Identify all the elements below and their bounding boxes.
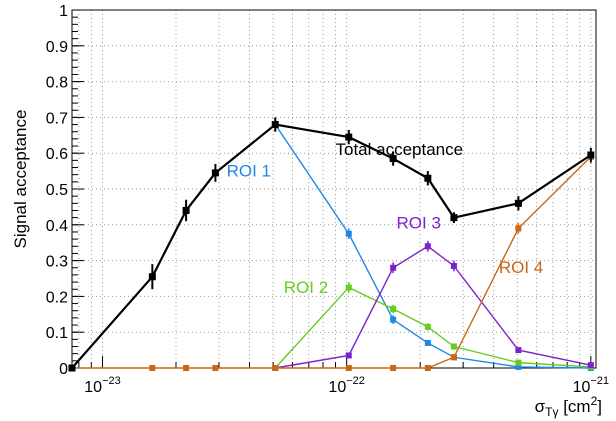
y-tick-label: 0.7 [46,110,68,127]
y-axis-label: Signal acceptance [11,110,30,249]
data-point [450,262,457,269]
data-point [424,365,431,371]
series-label: ROI 3 [397,213,441,232]
y-tick-label: 0.3 [46,254,68,271]
data-point [390,365,397,371]
data-point [271,121,279,129]
data-point [424,174,432,182]
x-axis-label-sup: 2 [591,394,598,408]
data-point [182,206,190,214]
y-tick-label: 0.9 [46,39,68,56]
data-point [345,365,352,371]
data-point [390,264,397,271]
data-point [212,365,219,371]
data-point [515,363,522,370]
x-tick-label: 10−23 [84,375,120,396]
data-point [345,230,352,237]
data-point [148,273,156,281]
x-tick-label: 10−22 [328,375,364,396]
series-labels: ROI 1 ROI 2 ROI 3 ROI 4 Total acceptance [227,140,544,297]
y-tick-label: 0.5 [46,182,68,199]
axis-ticks: 0 0.1 0.2 0.3 0.4 0.5 0.6 0.7 0.8 0.9 1 10−23 10−22 1… [46,3,609,396]
series-total-acceptance [68,117,595,372]
y-tick-label: 0.2 [46,289,68,306]
y-tick-label: 0.1 [46,325,68,342]
series-line [275,245,591,369]
data-point [450,214,458,222]
data-point [587,362,594,369]
x-tick-label: 10−21 [573,375,609,396]
data-point [450,343,457,350]
data-point [424,243,431,250]
data-point [450,354,457,361]
grid [72,10,596,368]
y-tick-label: 0.4 [46,218,68,235]
data-point [587,151,595,159]
data-point [515,359,522,366]
data-point [149,365,156,371]
x-axis-label-close: ] [597,397,602,416]
data-point [68,364,76,372]
data-point [345,133,353,141]
data-point [390,305,397,312]
y-tick-label: 0.6 [46,146,68,163]
data-point [515,225,522,232]
series-label: ROI 1 [227,161,271,180]
data-point [424,323,431,330]
y-tick-label: 0 [59,361,68,378]
y-tick-label: 1 [59,3,68,20]
y-tick-label: 0.8 [46,75,68,92]
data-point [272,365,279,371]
x-axis-label-sub: Tγ [545,405,558,419]
series-layer [68,117,595,372]
data-point [515,347,522,354]
x-axis-label-unit: [cm [558,397,590,416]
data-point [514,199,522,207]
data-point [389,155,397,163]
x-axis-label-base: σ [535,397,546,416]
data-point [183,365,190,371]
series-label: ROI 2 [284,278,328,297]
data-point [211,169,219,177]
data-point [390,316,397,323]
data-point [345,284,352,291]
series-label: ROI 4 [499,258,543,277]
data-point [424,339,431,346]
x-axis-label: σTγ [cm2] [535,394,602,419]
series-label: Total acceptance [335,140,463,159]
series-line [71,123,592,369]
data-point [345,352,352,359]
